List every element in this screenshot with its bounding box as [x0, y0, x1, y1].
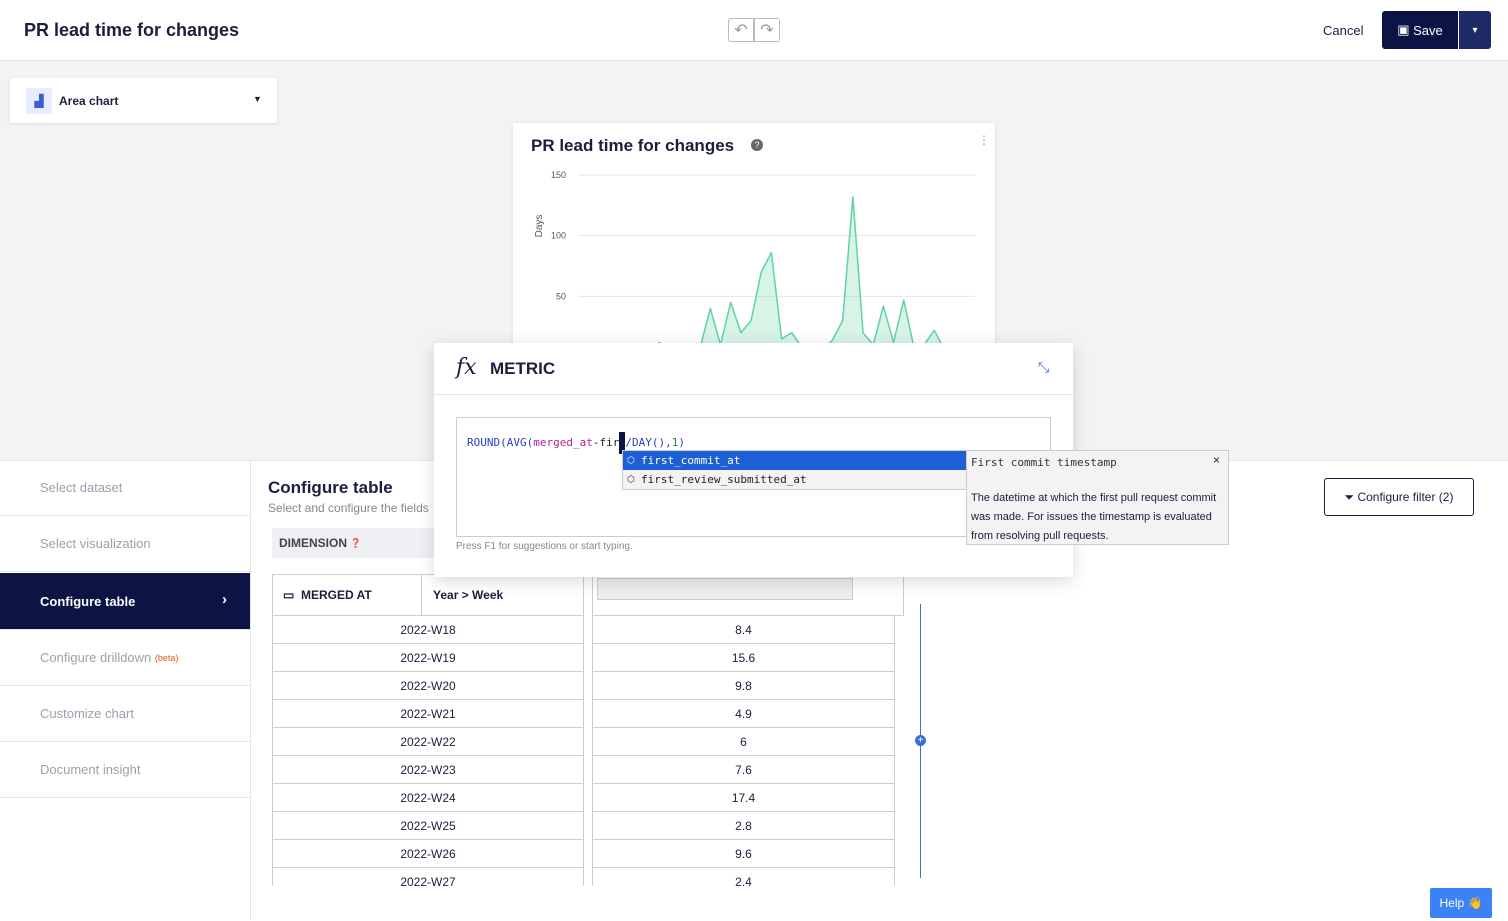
step-label: Configure drilldown — [40, 650, 152, 665]
redo[interactable]: ↷ — [754, 18, 780, 42]
step-label: Document insight — [40, 762, 141, 777]
formula-editor[interactable]: ROUND(AVG(merged_at-fir/DAY(),1) — [456, 417, 1051, 537]
suggestion-icon: ⬡ — [627, 474, 635, 484]
metric-cell: 7.6 — [592, 756, 895, 784]
section-subtitle: Select and configure the fields — [268, 501, 429, 515]
granularity[interactable]: Year > Week — [433, 588, 504, 602]
top-bar: PR lead time for changes ↶ ↷ Cancel ▣ Sa… — [0, 0, 1508, 61]
dimension-cell: 2022-W23 — [272, 756, 584, 784]
undo[interactable]: ↶ — [728, 18, 754, 42]
page-title: PR lead time for changes — [24, 20, 240, 40]
suggestion-tooltip: First commit timestamp × The datetime at… — [966, 450, 1229, 545]
column-name[interactable]: ▭ MERGED AT — [283, 588, 372, 602]
step[interactable]: Select visualization — [0, 516, 250, 572]
metric-cell: 9.6 — [592, 840, 895, 868]
area-chart: Days 50 100 150 — [534, 170, 976, 358]
dimension-label: DIMENSION — [279, 536, 348, 550]
metric-cell: 2.8 — [592, 812, 895, 840]
step-label: Customize chart — [40, 706, 134, 721]
step[interactable]: Select dataset — [0, 460, 250, 516]
formula: ROUND(AVG(merged_at-fir/DAY(),1) — [467, 432, 685, 454]
editor-hint: Press F1 for suggestions or start typing… — [456, 541, 633, 552]
dimension-cell: 2022-W25 — [272, 812, 584, 840]
metric-cell: 17.4 — [592, 784, 895, 812]
formula-token: /DAY(), — [625, 436, 672, 449]
widget-menu[interactable]: ⋮ — [978, 133, 990, 147]
y-axis-label: Days — [534, 215, 545, 238]
suggestions: ⬡ first_commit_at ⬡ first_review_submitted_… — [622, 450, 967, 490]
formula-token: 1 — [671, 436, 679, 449]
suggestion-label: first_commit_at — [641, 454, 741, 467]
sidebar: Select dataset Select visualization Conf… — [0, 460, 251, 920]
metric-cell: 9.8 — [592, 672, 895, 700]
step-label: Select visualization — [40, 536, 151, 551]
suggestion[interactable]: ⬡ first_review_submitted_at — [623, 470, 966, 489]
tooltip-close[interactable]: × — [1212, 453, 1220, 467]
dimension-cell: 2022-W26 — [272, 840, 584, 868]
cancel-button[interactable]: Cancel — [1323, 23, 1364, 38]
viz-icon: ▟ — [26, 88, 52, 114]
viz-label: Area chart — [59, 94, 119, 108]
help-button[interactable]: Help 👋 — [1430, 888, 1492, 918]
dimension-cell: 2022-W27 — [272, 868, 584, 886]
table-body: 2022-W18 8.4 2022-W19 15.6 2022-W20 9.8 2022-W… — [272, 616, 895, 886]
beta-tag: (beta) — [154, 652, 179, 663]
metric-modal: fx METRIC ⤡ ROUND(AVG(merged_at-fir/DAY(… — [434, 343, 1229, 577]
info-icon[interactable]: ? — [751, 139, 763, 151]
tooltip-title: First commit timestamp — [971, 456, 1117, 469]
step[interactable]: Configure drilldown (beta) — [0, 630, 250, 686]
dimension-header: DIMENSION ❓ — [272, 528, 442, 558]
collapse[interactable]: ⤡ — [1038, 359, 1050, 375]
cursor — [619, 432, 626, 454]
y-tick-label: 50 — [556, 291, 566, 301]
add-column[interactable]: + — [915, 735, 926, 746]
metric-cell: 15.6 — [592, 644, 895, 672]
save-label: Save — [1413, 22, 1443, 38]
filter-button[interactable]: ⏷ Configure filter (2) — [1324, 478, 1474, 516]
modal-title: METRIC — [490, 359, 556, 378]
metric-cell: 4.9 — [592, 700, 895, 728]
suggestion-label: first_review_submitted_at — [641, 473, 807, 486]
formula-token: -fir — [592, 436, 620, 449]
viz-caret: ▼ — [253, 94, 262, 104]
metric-input[interactable] — [597, 578, 853, 600]
tooltip-body: The datetime at which the first pull req… — [971, 492, 1217, 542]
y-tick-label: 150 — [551, 170, 566, 180]
step[interactable]: Customize chart — [0, 686, 250, 742]
metric-cell: 8.4 — [592, 616, 895, 644]
suggestion[interactable]: ⬡ first_commit_at — [623, 451, 966, 470]
step-label: Select dataset — [40, 480, 123, 495]
step-label: Configure table — [40, 593, 136, 609]
dimension-cell: 2022-W21 — [272, 700, 584, 728]
fx-icon: fx — [456, 355, 477, 380]
suggestion-icon: ⬡ — [627, 455, 635, 465]
save-button[interactable]: ▣ Save — [1382, 11, 1458, 49]
dimension-cell: 2022-W20 — [272, 672, 584, 700]
formula-token: ) — [678, 436, 685, 449]
dimension-cell: 2022-W22 — [272, 728, 584, 756]
metric-cell: 2.4 — [592, 868, 895, 886]
step[interactable]: Document insight — [0, 742, 250, 798]
dimension-cell: 2022-W18 — [272, 616, 584, 644]
save-menu[interactable]: ▾ — [1459, 11, 1491, 49]
viz-picker[interactable]: ▟ Area chart ▼ — [10, 78, 277, 123]
section-title: Configure table — [268, 478, 393, 497]
step-active[interactable]: Configure table › — [0, 573, 250, 630]
column-header: ▭ MERGED AT Year > Week — [272, 574, 584, 616]
y-tick-label: 100 — [551, 231, 566, 241]
widget-title: PR lead time for changes — [531, 136, 735, 155]
filter-label: Configure filter (2) — [1357, 490, 1454, 504]
formula-token: ROUND(AVG( — [467, 436, 534, 449]
dimension-cell: 2022-W19 — [272, 644, 584, 672]
metric-cell: 6 — [592, 728, 895, 756]
dimension-cell: 2022-W24 — [272, 784, 584, 812]
formula-token: merged_at — [533, 436, 593, 449]
column-label: MERGED AT — [301, 588, 372, 602]
